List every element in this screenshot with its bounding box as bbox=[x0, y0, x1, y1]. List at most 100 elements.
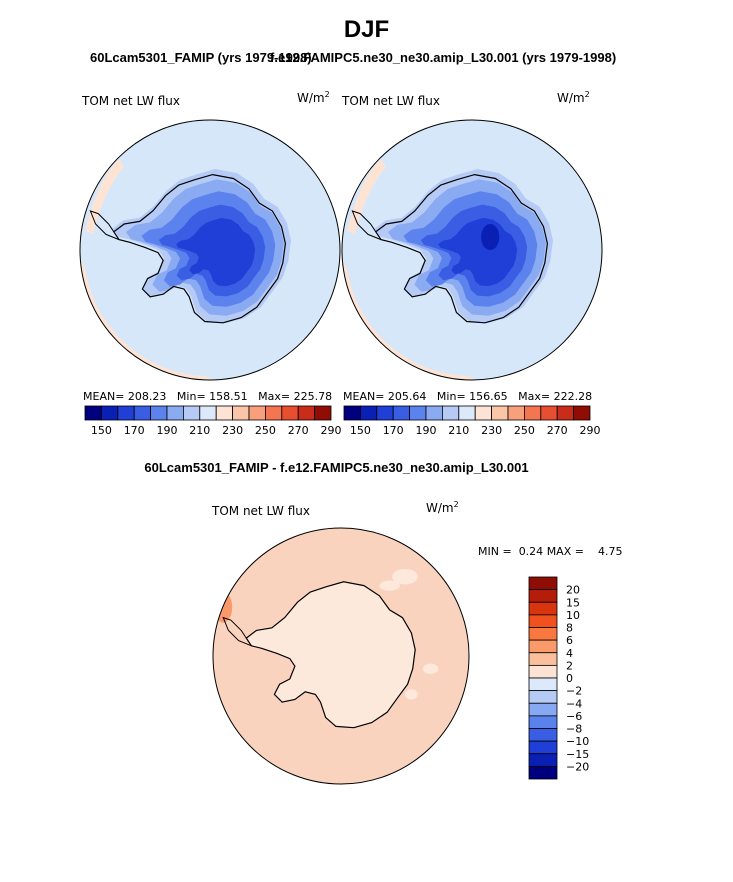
diff-colorbar-swatch-2 bbox=[528, 601, 558, 616]
left-colorbar-swatch-8 bbox=[215, 405, 233, 421]
left-units-label: W/m2 bbox=[297, 90, 330, 105]
diff-colorbar-tick-1: 15 bbox=[566, 596, 580, 609]
right-units-label: W/m2 bbox=[557, 90, 590, 105]
right-colorbar-tick-6: 270 bbox=[547, 424, 568, 437]
left-colorbar-swatch-3 bbox=[133, 405, 151, 421]
diff-max-value: 4.75 bbox=[597, 545, 623, 558]
diff-colorbar-tick-5: 4 bbox=[566, 647, 573, 660]
diff-colorbar-swatch-4 bbox=[528, 627, 558, 641]
left-colorbar-tick-2: 190 bbox=[157, 424, 178, 437]
diff-panel-title: 60Lcam5301_FAMIP - f.e12.FAMIPC5.ne30_ne… bbox=[144, 460, 529, 475]
right-warm-patch bbox=[347, 159, 387, 235]
right-colorbar-tick-2: 190 bbox=[416, 424, 437, 437]
right-variable-label: TOM net LW flux bbox=[342, 94, 440, 108]
right-colorbar-swatch-8 bbox=[474, 405, 493, 421]
diff-peninsula bbox=[222, 616, 252, 647]
season-title: DJF bbox=[343, 16, 390, 43]
right-colorbar-swatch-6 bbox=[441, 405, 460, 421]
left-colorbar-tick-1: 170 bbox=[124, 424, 145, 437]
left-colorbar-swatch-7 bbox=[199, 405, 217, 421]
diff-colorbar-tick-0: 20 bbox=[566, 584, 580, 597]
diff-map bbox=[212, 527, 470, 785]
diff-colorbar-swatch-12 bbox=[528, 728, 558, 742]
left-colorbar-swatch-5 bbox=[166, 405, 184, 421]
right-colorbar-tick-1: 170 bbox=[383, 424, 404, 437]
right-min-value: 156.65 bbox=[469, 390, 508, 403]
diff-colorbar-swatch-11 bbox=[528, 715, 558, 729]
diff-border bbox=[212, 527, 470, 785]
left-colorbar-swatch-9 bbox=[232, 405, 250, 421]
right-colorbar-swatch-10 bbox=[507, 405, 525, 421]
left-colorbar-swatch-12 bbox=[281, 405, 299, 421]
left-peninsula bbox=[89, 210, 120, 241]
diff-variable-label: TOM net LW flux bbox=[212, 504, 310, 518]
right-colorbar-tick-5: 250 bbox=[514, 424, 535, 437]
left-border bbox=[79, 119, 341, 381]
diff-colorbar-tick-12: −10 bbox=[566, 735, 589, 748]
diff-colorbar-swatch-3 bbox=[528, 614, 558, 628]
right-map bbox=[341, 119, 603, 381]
right-colorbar-swatch-12 bbox=[540, 405, 558, 421]
left-coastline bbox=[112, 173, 287, 324]
diff-colorbar-tick-2: 10 bbox=[566, 609, 580, 622]
left-colorbar-swatch-2 bbox=[117, 405, 135, 421]
right-colorbar-swatch-11 bbox=[524, 405, 542, 421]
diff-colorbar-tick-6: 2 bbox=[566, 659, 573, 672]
diff-colorbar-swatch-9 bbox=[528, 690, 558, 704]
diff-units-label: W/m2 bbox=[426, 500, 459, 515]
left-colorbar-swatch-10 bbox=[248, 405, 266, 421]
left-map bbox=[79, 119, 341, 381]
left-colorbar-swatch-1 bbox=[101, 405, 119, 421]
diff-patch-3 bbox=[422, 663, 439, 674]
right-panel-title: f.e12.FAMIPC5.ne30_ne30.amip_L30.001 (yr… bbox=[270, 50, 617, 65]
diff-colorbar-tick-11: −8 bbox=[566, 723, 582, 736]
right-mean-value: 205.64 bbox=[387, 390, 427, 403]
left-colorbar-swatch-0 bbox=[84, 405, 102, 421]
right-colorbar-swatch-2 bbox=[376, 405, 394, 421]
left-colorbar-swatch-14 bbox=[314, 405, 332, 421]
left-warm-patch bbox=[85, 159, 125, 235]
left-colorbar-swatch-13 bbox=[297, 405, 316, 421]
left-colorbar-tick-5: 250 bbox=[255, 424, 276, 437]
diff-colorbar-tick-13: −15 bbox=[566, 748, 589, 761]
right-colorbar-tick-7: 290 bbox=[580, 424, 601, 437]
right-stats: MEAN= 205.64 Min= 156.65 Max= 222.28 bbox=[343, 390, 593, 403]
right-coastline bbox=[374, 173, 549, 324]
diff-colorbar-swatch-5 bbox=[528, 639, 558, 654]
right-colorbar-swatch-9 bbox=[491, 405, 509, 421]
left-variable-label: TOM net LW flux bbox=[82, 94, 180, 108]
diff-colorbar-tick-8: −2 bbox=[566, 685, 582, 698]
left-max-value: 225.78 bbox=[293, 390, 333, 403]
diff-colorbar-swatch-15 bbox=[528, 765, 558, 780]
diff-colorbar-swatch-13 bbox=[528, 740, 558, 755]
right-colorbar-swatch-5 bbox=[425, 405, 443, 421]
diff-colorbar-tick-14: −20 bbox=[566, 760, 589, 773]
right-peninsula bbox=[351, 210, 382, 241]
left-colorbar-tick-3: 210 bbox=[189, 424, 210, 437]
diff-patch-1 bbox=[379, 580, 400, 591]
diff-coastline bbox=[245, 581, 416, 729]
diff-colorbar-swatch-8 bbox=[528, 677, 558, 692]
left-colorbar-tick-4: 230 bbox=[222, 424, 243, 437]
diff-colorbar-tick-10: −6 bbox=[566, 710, 582, 723]
diff-colorbar-swatch-14 bbox=[528, 753, 558, 767]
left-colorbar-tick-0: 150 bbox=[91, 424, 112, 437]
diff-patch-4 bbox=[405, 689, 418, 700]
left-stats: MEAN= 208.23 Min= 158.51 Max= 225.78 bbox=[83, 390, 333, 403]
right-colorbar-swatch-0 bbox=[343, 405, 361, 421]
right-colorbar-swatch-1 bbox=[359, 405, 378, 421]
left-colorbar-swatch-6 bbox=[182, 405, 201, 421]
diff-colorbar-swatch-1 bbox=[528, 589, 558, 603]
right-min-core bbox=[481, 224, 500, 250]
right-border bbox=[341, 119, 603, 381]
right-colorbar-swatch-13 bbox=[556, 405, 575, 421]
right-colorbar-tick-0: 150 bbox=[350, 424, 371, 437]
left-panel-title: 60Lcam5301_FAMIP (yrs 1979-1998) bbox=[90, 50, 312, 65]
left-band-4 bbox=[176, 217, 256, 287]
diff-colorbar-tick-4: 6 bbox=[566, 634, 573, 647]
diff-colorbar-swatch-10 bbox=[528, 702, 558, 717]
diff-colorbar-tick-3: 8 bbox=[566, 622, 573, 635]
left-colorbar-swatch-4 bbox=[150, 405, 168, 421]
right-colorbar-swatch-14 bbox=[573, 405, 591, 421]
